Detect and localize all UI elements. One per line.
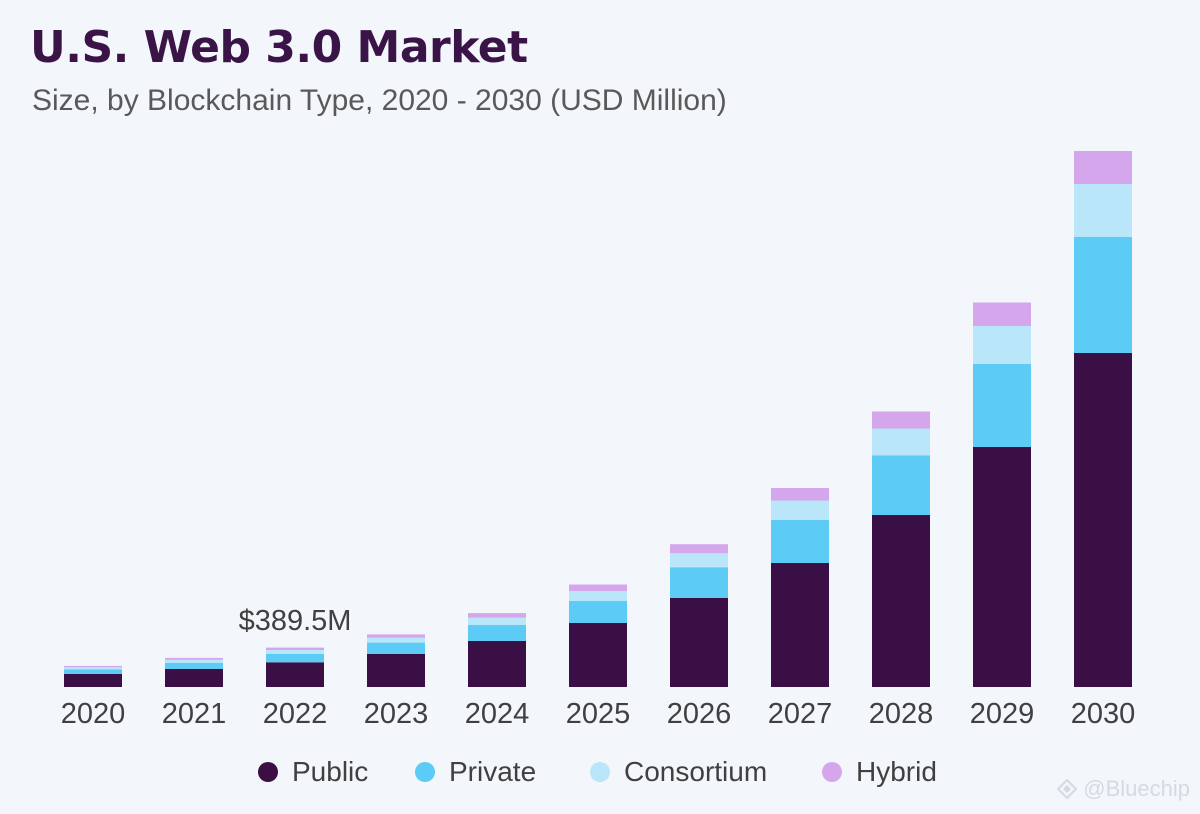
bar-hybrid-2027 — [771, 488, 829, 501]
data-label-2022: $389.5M — [239, 605, 352, 637]
bar-public-2030 — [1074, 353, 1132, 687]
bar-public-2024 — [468, 641, 526, 687]
bar-hybrid-2030 — [1074, 151, 1132, 184]
bar-hybrid-2024 — [468, 613, 526, 618]
stacked-bar-chart: 2020 2021 2022 2023 2024 2025 2026 2027 2028 2029… — [61, 151, 1136, 730]
x-tick-label-2025: 2025 — [566, 698, 631, 730]
x-tick-label-2020: 2020 — [61, 698, 126, 730]
legend-item-consortium: Consortium — [590, 752, 767, 792]
bar-consortium-2027 — [771, 500, 829, 520]
legend-label-consortium: Consortium — [624, 756, 768, 787]
watermark: @Bluechip — [1057, 776, 1190, 802]
bar-public-2029 — [973, 447, 1031, 687]
bar-private-2027 — [771, 520, 829, 563]
bar-public-2023 — [367, 654, 425, 687]
bar-public-2026 — [670, 598, 728, 687]
bar-private-2021 — [165, 662, 223, 669]
legend-swatch-consortium — [590, 762, 610, 782]
chart-subtitle: Size, by Blockchain Type, 2020 - 2030 (U… — [32, 84, 727, 117]
bar-public-2021 — [165, 669, 223, 687]
legend-item-hybrid: Hybrid — [822, 752, 937, 792]
bar-private-2026 — [670, 567, 728, 598]
legend-item-private: Private — [415, 752, 536, 792]
bar-public-2020 — [64, 674, 122, 687]
x-tick-label-2022: 2022 — [263, 698, 328, 730]
bar-hybrid-2028 — [872, 411, 930, 429]
bar-private-2028 — [872, 455, 930, 515]
legend-item-public: Public — [258, 752, 368, 792]
bar-consortium-2030 — [1074, 184, 1132, 237]
bar-public-2022 — [266, 662, 324, 687]
bar-hybrid-2023 — [367, 634, 425, 638]
x-tick-label-2024: 2024 — [465, 698, 530, 730]
x-tick-label-2030: 2030 — [1071, 698, 1136, 730]
bar-private-2020 — [64, 669, 122, 674]
bar-consortium-2026 — [670, 553, 728, 568]
bar-private-2025 — [569, 601, 627, 623]
bar-consortium-2028 — [872, 428, 930, 456]
bar-consortium-2023 — [367, 637, 425, 643]
bar-hybrid-2025 — [569, 584, 627, 591]
chart-legend: Public Private Consortium Hybrid — [0, 752, 1200, 792]
x-tick-label-2026: 2026 — [667, 698, 732, 730]
x-tick-label-2028: 2028 — [869, 698, 934, 730]
legend-swatch-hybrid — [822, 762, 842, 782]
legend-label-public: Public — [292, 756, 369, 787]
bar-public-2027 — [771, 563, 829, 687]
bar-consortium-2020 — [64, 667, 122, 670]
bar-private-2023 — [367, 642, 425, 654]
bar-public-2028 — [872, 515, 930, 687]
bar-hybrid-2029 — [973, 302, 1031, 326]
bar-hybrid-2021 — [165, 657, 223, 660]
bar-consortium-2021 — [165, 659, 223, 663]
bar-hybrid-2022 — [266, 647, 324, 650]
bar-consortium-2025 — [569, 591, 627, 601]
x-tick-label-2029: 2029 — [970, 698, 1035, 730]
x-tick-label-2023: 2023 — [364, 698, 429, 730]
bar-consortium-2024 — [468, 617, 526, 625]
bar-private-2029 — [973, 364, 1031, 447]
x-tick-label-2021: 2021 — [162, 698, 227, 730]
bar-private-2030 — [1074, 237, 1132, 353]
bar-hybrid-2026 — [670, 544, 728, 554]
legend-label-hybrid: Hybrid — [856, 756, 937, 787]
bar-hybrid-2020 — [64, 665, 122, 668]
chart-title: U.S. Web 3.0 Market — [30, 22, 528, 73]
bluechip-logo-icon — [1057, 779, 1078, 799]
bar-private-2024 — [468, 625, 526, 641]
bar-public-2025 — [569, 623, 627, 687]
bar-private-2022 — [266, 653, 324, 663]
x-tick-label-2027: 2027 — [768, 698, 833, 730]
legend-label-private: Private — [449, 756, 537, 787]
bar-consortium-2022 — [266, 650, 324, 654]
bar-consortium-2029 — [973, 326, 1031, 364]
legend-swatch-public — [258, 762, 278, 782]
legend-swatch-private — [415, 762, 435, 782]
watermark-text: @Bluechip — [1083, 776, 1190, 801]
